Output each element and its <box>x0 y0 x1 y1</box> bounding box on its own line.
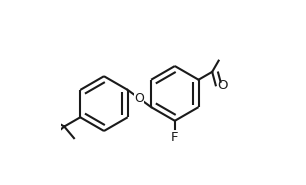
Text: O: O <box>134 92 144 105</box>
Text: O: O <box>217 79 228 92</box>
Text: F: F <box>171 131 179 144</box>
